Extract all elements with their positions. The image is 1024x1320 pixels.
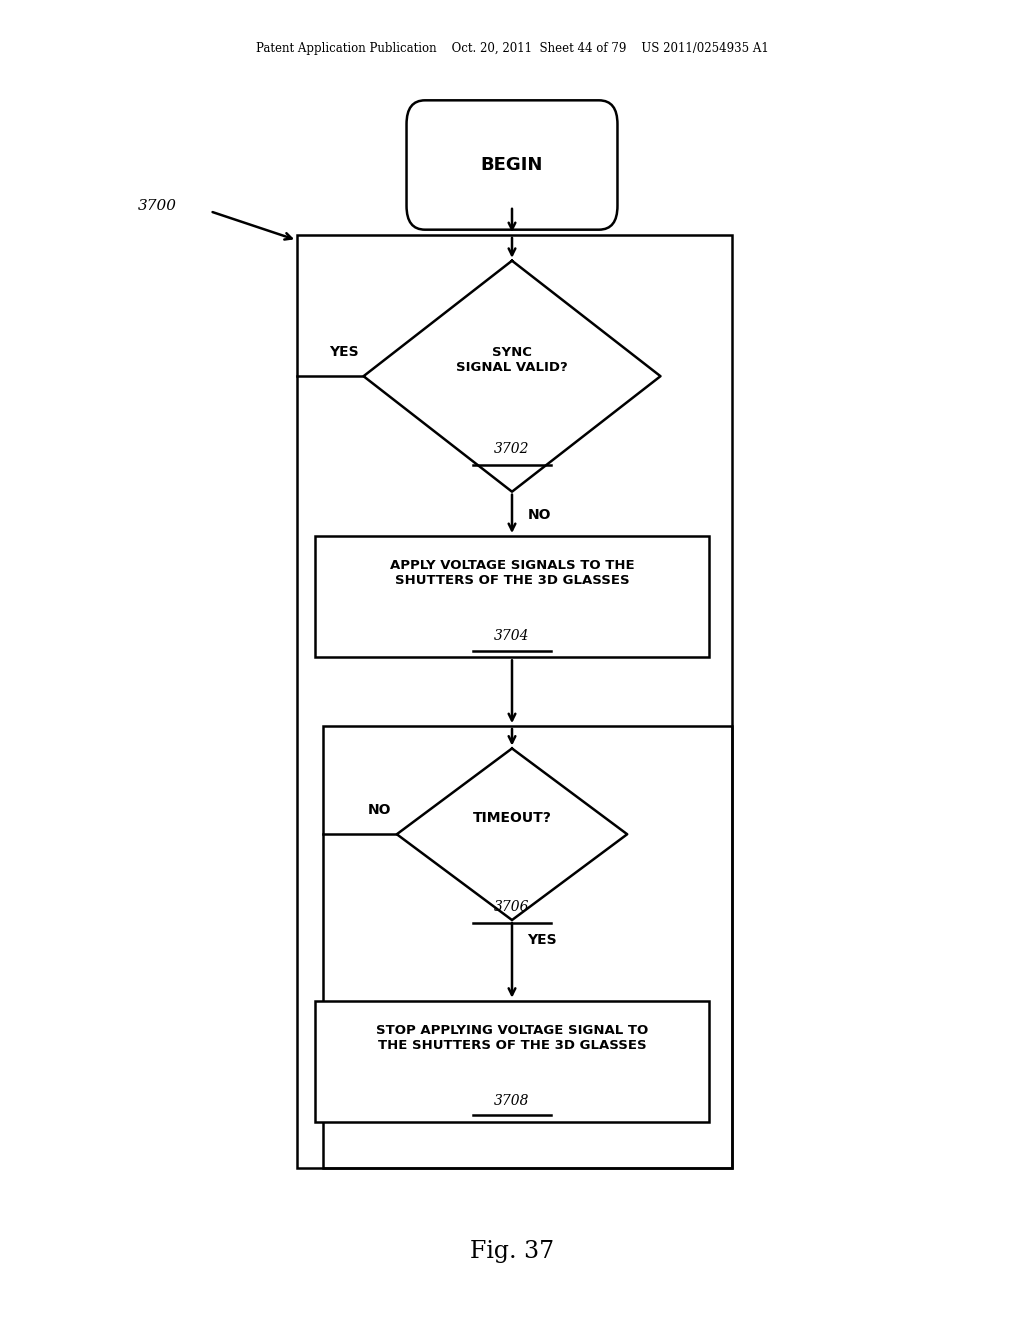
FancyBboxPatch shape — [407, 100, 617, 230]
Text: YES: YES — [527, 933, 557, 948]
Text: Fig. 37: Fig. 37 — [470, 1239, 554, 1263]
Text: 3708: 3708 — [495, 1094, 529, 1107]
Bar — [323, 726, 732, 1168]
Polygon shape — [364, 261, 660, 492]
Text: YES: YES — [329, 346, 358, 359]
Text: 3700: 3700 — [138, 199, 177, 213]
Text: APPLY VOLTAGE SIGNALS TO THE
SHUTTERS OF THE 3D GLASSES: APPLY VOLTAGE SIGNALS TO THE SHUTTERS OF… — [390, 558, 634, 587]
Text: SYNC
SIGNAL VALID?: SYNC SIGNAL VALID? — [456, 346, 568, 375]
Text: BEGIN: BEGIN — [481, 156, 543, 174]
Text: 3702: 3702 — [495, 442, 529, 455]
Text: STOP APPLYING VOLTAGE SIGNAL TO
THE SHUTTERS OF THE 3D GLASSES: STOP APPLYING VOLTAGE SIGNAL TO THE SHUT… — [376, 1023, 648, 1052]
Text: Patent Application Publication    Oct. 20, 2011  Sheet 44 of 79    US 2011/02549: Patent Application Publication Oct. 20, … — [256, 42, 768, 55]
Text: TIMEOUT?: TIMEOUT? — [472, 812, 552, 825]
Text: 3704: 3704 — [495, 630, 529, 643]
Polygon shape — [397, 748, 627, 920]
Text: 3706: 3706 — [495, 900, 529, 913]
Bar — [315, 536, 709, 657]
Bar — [297, 235, 732, 1168]
Bar — [315, 1001, 709, 1122]
Text: NO: NO — [369, 804, 391, 817]
Text: NO: NO — [527, 508, 551, 521]
